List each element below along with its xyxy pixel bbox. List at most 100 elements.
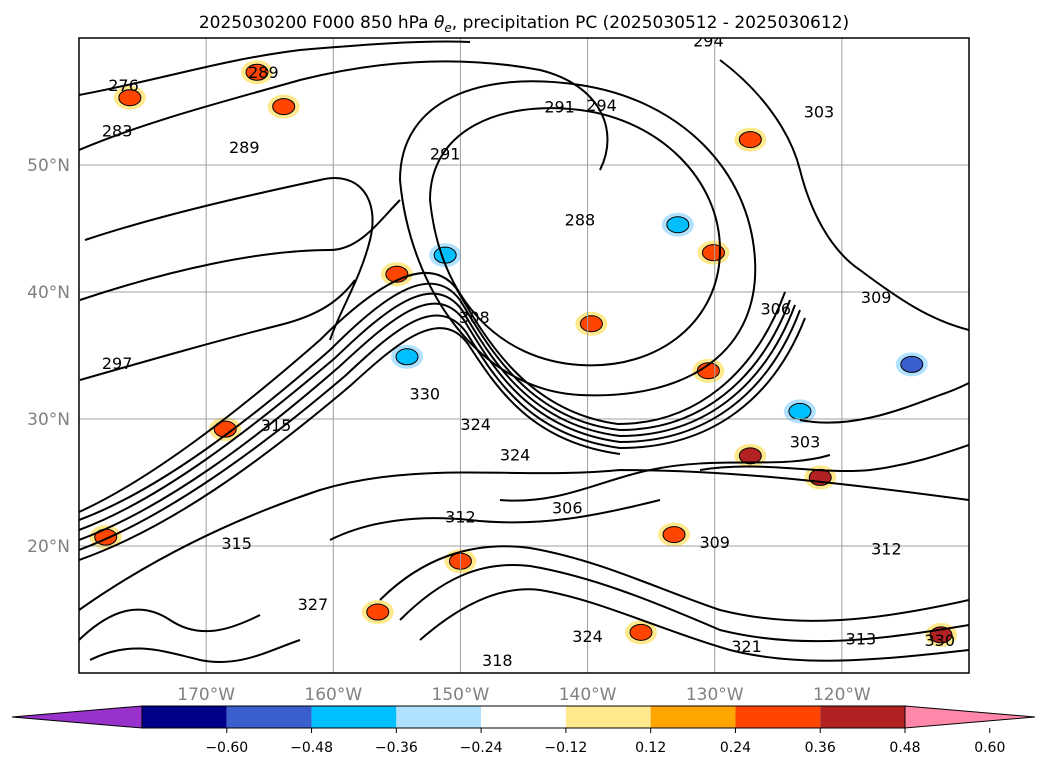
precip-area bbox=[213, 420, 237, 438]
theta-e-contours bbox=[79, 40, 969, 663]
lon-tick-label: 160°W bbox=[304, 685, 362, 705]
lon-tick-label: 170°W bbox=[177, 685, 235, 705]
precip-area bbox=[245, 63, 269, 81]
colorbar-extend-low bbox=[11, 705, 143, 729]
contour-line bbox=[79, 279, 356, 381]
contour-label: 312 bbox=[871, 539, 902, 558]
contour-line bbox=[428, 107, 722, 367]
precip-area bbox=[395, 348, 419, 366]
colorbar-tick-label: 0.12 bbox=[635, 740, 666, 756]
lat-tick-label: 30°N bbox=[27, 410, 70, 430]
contour-label: 309 bbox=[861, 288, 892, 307]
contour-label: 306 bbox=[552, 499, 583, 518]
contour-label: 309 bbox=[699, 533, 730, 552]
contour-label: 291 bbox=[430, 144, 461, 163]
gridlines bbox=[79, 38, 969, 673]
contour-line bbox=[329, 499, 661, 541]
colorbar-segment bbox=[481, 706, 566, 728]
contour-line bbox=[79, 199, 401, 301]
contour-line bbox=[699, 444, 969, 473]
precip-area bbox=[900, 355, 924, 373]
colorbar-tick-label: −0.36 bbox=[375, 740, 418, 756]
contour-label: 306 bbox=[760, 299, 791, 318]
longitude-ticks: 170°W 160°W 150°W 140°W 130°W 120°W bbox=[177, 685, 871, 705]
colorbar-frame bbox=[141, 705, 906, 729]
contour-line bbox=[79, 292, 796, 531]
contour-line bbox=[799, 382, 969, 424]
contour-line bbox=[79, 60, 609, 171]
contour-label: 276 bbox=[108, 76, 139, 95]
contour-label: 291 bbox=[544, 97, 575, 116]
contour-line bbox=[79, 302, 801, 541]
contour-label: 294 bbox=[586, 96, 617, 115]
lat-tick-label: 40°N bbox=[27, 283, 70, 303]
colorbar-tick-label: −0.24 bbox=[460, 740, 503, 756]
contour-label: 324 bbox=[572, 627, 603, 646]
precip-area bbox=[629, 623, 653, 641]
contour-label: 312 bbox=[445, 508, 476, 527]
contour-line bbox=[79, 40, 471, 96]
lon-tick-label: 150°W bbox=[432, 685, 490, 705]
lon-tick-label: 130°W bbox=[686, 685, 744, 705]
contour-line bbox=[719, 59, 969, 331]
contour-label: 313 bbox=[846, 629, 877, 648]
colorbar-tick-label: −0.60 bbox=[205, 740, 248, 756]
contour-label: 308 bbox=[459, 308, 490, 327]
colorbar-segment bbox=[142, 706, 227, 728]
contour-label: 315 bbox=[221, 534, 252, 553]
map-layers: 276 283 289 289 294 291 294 303 291 288 308 306 309 2… bbox=[79, 31, 969, 673]
contour-label: 327 bbox=[298, 595, 329, 614]
precip-area bbox=[433, 246, 457, 264]
contour-label: 330 bbox=[924, 631, 955, 650]
colorbar-tick-label: −0.48 bbox=[290, 740, 333, 756]
map-frame bbox=[78, 37, 970, 674]
colorbar-segment bbox=[820, 706, 905, 728]
contour-label: 289 bbox=[248, 63, 279, 82]
precip-area bbox=[738, 447, 762, 465]
chart-title: 2025030200 F000 850 hPa θe, precipitatio… bbox=[199, 13, 849, 35]
contour-label: 283 bbox=[102, 121, 133, 140]
precip-area bbox=[118, 89, 142, 107]
contour-label: 297 bbox=[102, 354, 133, 373]
colorbar-segment bbox=[735, 706, 821, 728]
contour-line bbox=[89, 639, 301, 663]
contour-line bbox=[399, 564, 969, 643]
contour-line bbox=[79, 468, 969, 611]
colorbar-extend-high bbox=[904, 705, 1036, 729]
precip-area bbox=[662, 526, 686, 544]
contour-line bbox=[499, 454, 831, 502]
contour-line bbox=[79, 314, 806, 551]
colorbar-ticks: −0.60 −0.48 −0.36 −0.24 −0.12 0.12 0.24 0.36 0.4… bbox=[205, 728, 1005, 756]
lat-tick-label: 50°N bbox=[27, 156, 70, 176]
precip-area bbox=[696, 362, 720, 380]
contour-label: 303 bbox=[790, 433, 821, 452]
precipitation-layer bbox=[89, 60, 958, 647]
map-background bbox=[79, 38, 969, 673]
contour-label: 294 bbox=[693, 31, 724, 50]
precip-area bbox=[701, 244, 725, 262]
precip-area bbox=[738, 131, 762, 149]
contour-label: 318 bbox=[482, 651, 513, 670]
precip-area bbox=[366, 603, 390, 621]
colorbar-segment bbox=[311, 706, 397, 728]
contour-label: 288 bbox=[565, 210, 596, 229]
contour-label: 330 bbox=[410, 384, 441, 403]
precip-area bbox=[788, 402, 812, 420]
colorbar-segment bbox=[226, 706, 312, 728]
contour-line bbox=[79, 282, 791, 521]
lat-tick-label: 20°N bbox=[27, 537, 70, 557]
colorbar-segment bbox=[396, 706, 482, 728]
colorbar-tick-label: 0.60 bbox=[974, 740, 1005, 756]
contour-line bbox=[79, 608, 261, 641]
contour-label: 315 bbox=[261, 416, 292, 435]
colorbar-segments bbox=[11, 705, 1036, 729]
colorbar-tick-label: 0.48 bbox=[889, 740, 920, 756]
contour-line bbox=[379, 545, 969, 622]
precip-area bbox=[272, 98, 296, 116]
contour-line bbox=[79, 327, 621, 561]
colorbar-tick-label: −0.12 bbox=[544, 740, 587, 756]
lon-tick-label: 120°W bbox=[813, 685, 871, 705]
contour-label: 321 bbox=[731, 637, 762, 656]
contour-labels: 276 283 289 289 294 291 294 303 291 288 308 306 309 2… bbox=[102, 31, 955, 670]
